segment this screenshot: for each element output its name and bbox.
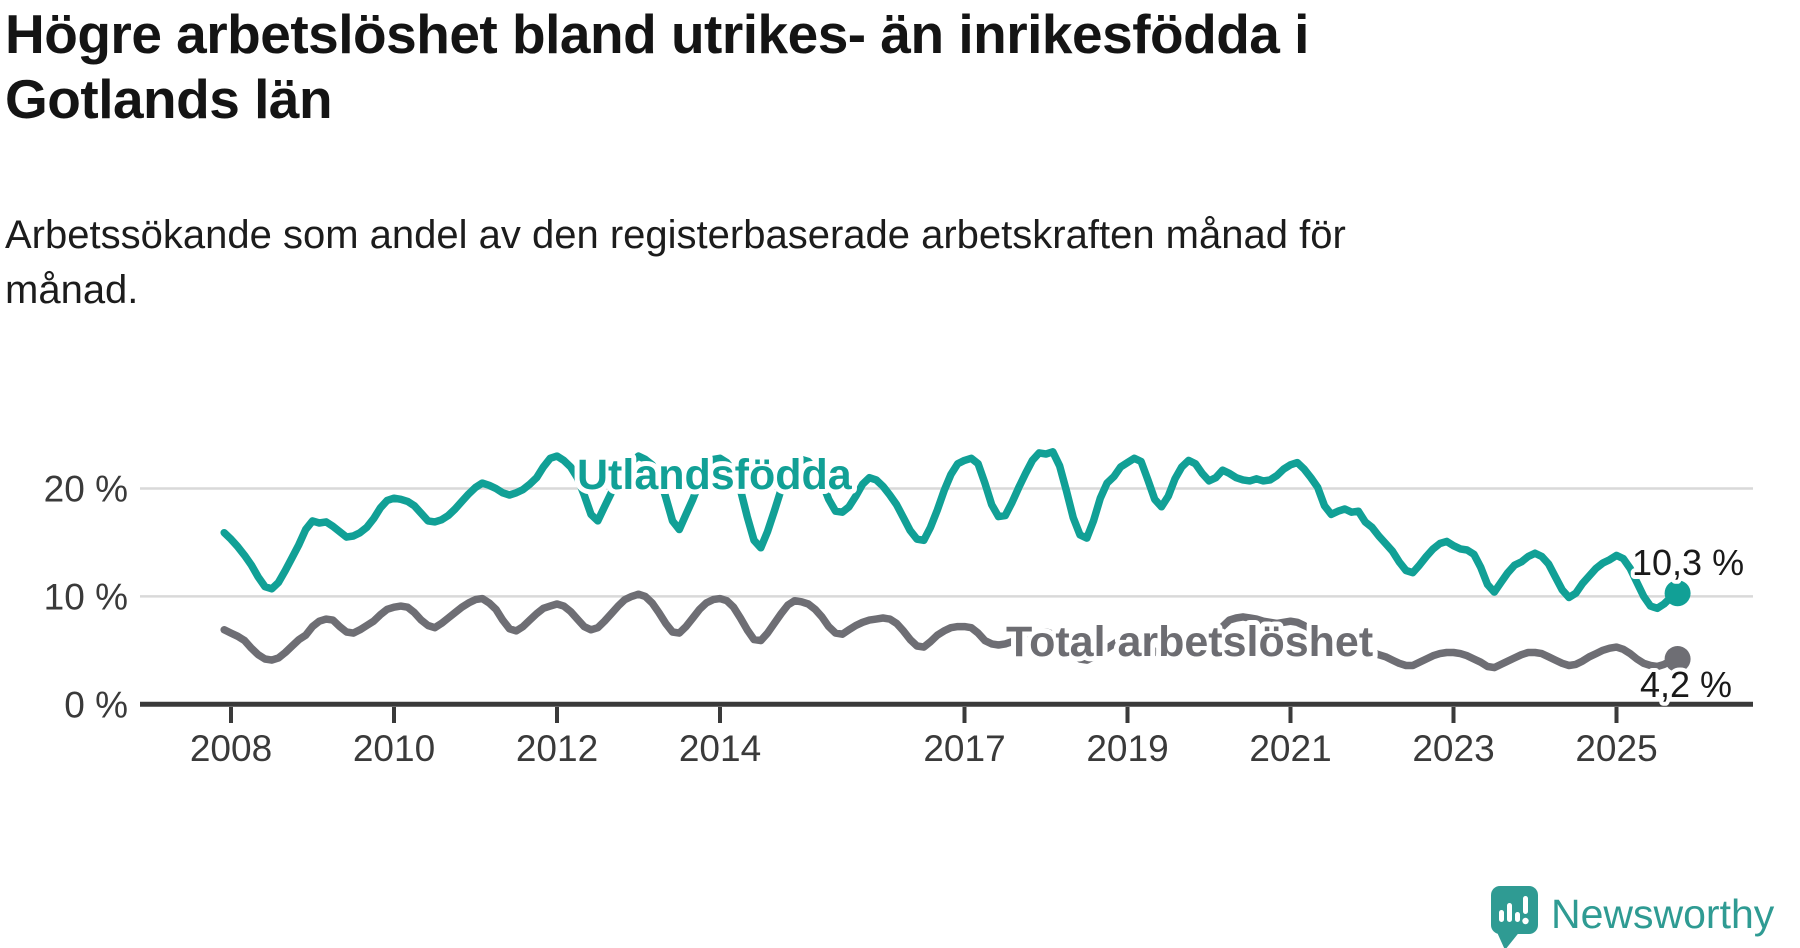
end-value-label-utlandsfodda: 10,3 % (1632, 542, 1744, 583)
end-dot-total-arbetsloshet (1664, 646, 1691, 672)
x-tick-label: 2010 (353, 728, 435, 769)
y-axis-labels: 0 % 10 % 20 % (44, 469, 128, 726)
x-tick-label: 2014 (679, 728, 761, 769)
x-tick-label: 2021 (1249, 728, 1331, 769)
y-tick-label: 0 % (64, 684, 128, 725)
newsworthy-logo: Newsworthy (1491, 886, 1775, 948)
end-value-label-total: 4,2 % (1640, 664, 1732, 705)
page-title: Högre arbetslöshet bland utrikes- än inr… (5, 3, 1309, 130)
x-tick-label: 2023 (1412, 728, 1494, 769)
end-dot-utlandsfodda (1664, 580, 1691, 607)
series-lines (220, 448, 1682, 672)
y-tick-label: 20 % (44, 469, 128, 510)
x-tick-label: 2019 (1086, 728, 1168, 769)
end-dots (1664, 580, 1691, 672)
x-axis: 2008 2010 2012 2014 2017 2019 2021 2023 2025 (140, 701, 1753, 769)
series-line-utlandsfodda (220, 448, 1682, 613)
x-tick-label: 2025 (1575, 728, 1657, 769)
x-tick-label: 2008 (190, 728, 272, 769)
x-tick-label: 2012 (516, 728, 598, 769)
series-label-utlandsfodda: Utlandsfödda (577, 451, 853, 499)
newsworthy-logo-icon (1491, 886, 1538, 948)
series-line-total-arbetsloshet (220, 590, 1682, 672)
chart-subtitle: Arbetssökande som andel av den registerb… (5, 213, 1346, 313)
y-tick-label: 10 % (44, 576, 128, 617)
x-tick-label: 2017 (923, 728, 1005, 769)
newsworthy-wordmark: Newsworthy (1551, 891, 1775, 937)
series-label-total-arbetsloshet: Total arbetslöshet (1006, 618, 1373, 666)
